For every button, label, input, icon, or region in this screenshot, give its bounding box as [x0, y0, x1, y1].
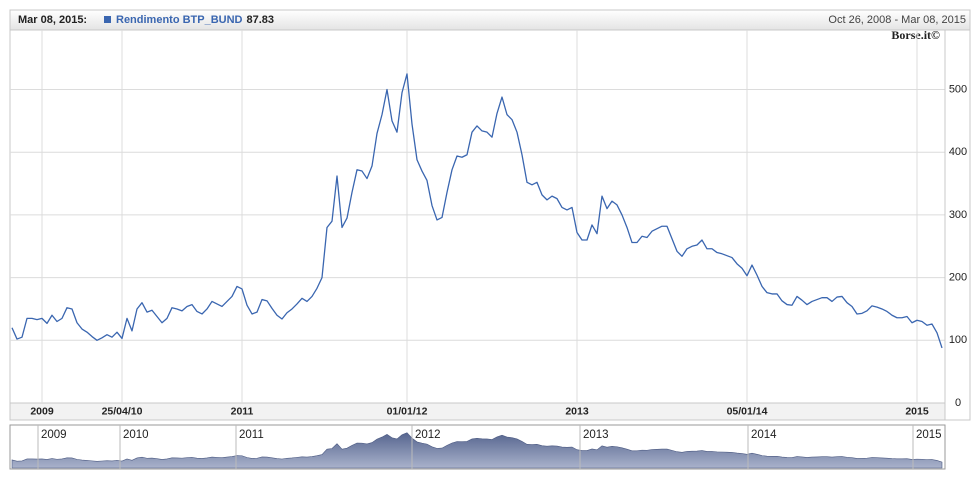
navigator-label: 2014: [751, 429, 777, 441]
x-tick-label: 01/01/12: [387, 405, 428, 417]
navigator-label: 2009: [41, 429, 67, 441]
x-tick-label: 05/01/14: [727, 405, 768, 417]
header-date: Mar 08, 2015:: [18, 14, 87, 26]
current-value: 87.83: [247, 14, 275, 26]
navigator-label: 2012: [415, 429, 441, 441]
navigator-label: 2013: [583, 429, 609, 441]
y-tick-label: 300: [949, 209, 967, 221]
x-tick-label: 2011: [231, 405, 254, 417]
navigator-label: 2015: [916, 429, 942, 441]
watermark: Borse.it©: [891, 28, 940, 42]
y-tick-label: 0: [955, 397, 961, 409]
x-axis-band: [9, 402, 946, 421]
navigator-label: 2011: [239, 429, 264, 441]
navigator-area: [11, 432, 943, 469]
date-range: Oct 26, 2008 - Mar 08, 2015: [828, 14, 966, 26]
y-tick-label: 400: [949, 146, 967, 158]
y-tick-label: 200: [949, 272, 967, 284]
y-tick-label: 100: [949, 334, 967, 346]
legend-label: Rendimento BTP_BUND: [116, 14, 243, 26]
series-line: [11, 73, 943, 349]
x-tick-label: 25/04/10: [102, 405, 143, 417]
y-tick-label: 500: [949, 83, 967, 95]
legend-swatch: [104, 16, 111, 23]
header-bar: [9, 9, 971, 31]
x-tick-label: 2013: [565, 405, 589, 417]
navigator-label: 2010: [123, 429, 149, 441]
x-tick-label: 2015: [905, 405, 929, 417]
x-tick-label: 2009: [30, 405, 54, 417]
